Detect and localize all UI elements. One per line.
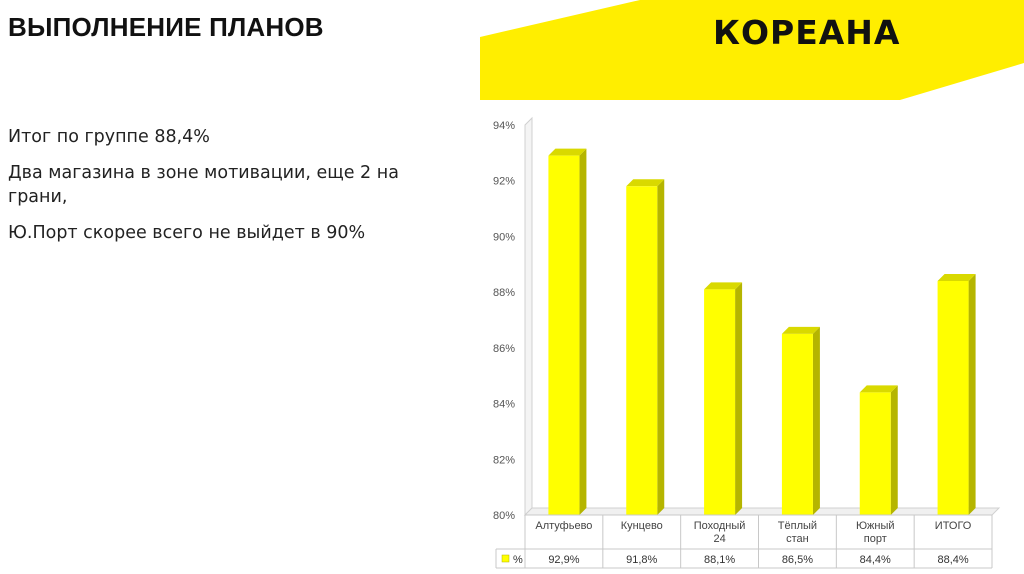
summary-line: Ю.Порт скорее всего не выйдет в 90% (8, 223, 366, 243)
header-banner (480, 0, 1024, 100)
category-label: ИТОГО (935, 520, 972, 532)
bar (626, 186, 658, 515)
data-label: 92,9% (548, 554, 579, 566)
bar (859, 392, 891, 515)
summary-text: Итог по группе 88,4% Два магазина в зоне… (8, 125, 448, 257)
y-tick-label: 86% (493, 343, 515, 355)
bar (704, 289, 736, 515)
bar-top (626, 179, 665, 187)
slide-title: ВЫПОЛНЕНИЕ ПЛАНОВ (8, 12, 324, 42)
legend-swatch (501, 554, 510, 563)
y-tick-label: 82% (493, 454, 515, 466)
bar-top (704, 282, 743, 290)
bar-top (937, 274, 976, 281)
bar-chart: 80% 82% 84% 86% 88% 90% 92% 94% Алтуфьево Кунцево… (493, 116, 1001, 569)
bar-side (735, 282, 743, 515)
category-label: порт (864, 533, 887, 545)
category-label: Походный (694, 520, 746, 532)
bar-side (579, 148, 587, 515)
chart-side-wall (524, 116, 533, 517)
category-label: Алтуфьево (535, 520, 592, 532)
brand-logo: КОРЕАНА (713, 13, 901, 52)
bar-top (548, 148, 587, 156)
data-label: 91,8% (626, 554, 657, 566)
category-label: 24 (713, 533, 725, 545)
bar-side (968, 274, 976, 515)
bar-top (859, 385, 898, 393)
y-tick-label: 80% (493, 510, 515, 522)
yellow-banner-shape (480, 0, 1024, 100)
y-tick-label: 88% (493, 287, 515, 299)
y-tick-label: 94% (493, 120, 515, 132)
data-label: 86,5% (782, 554, 813, 566)
bar-side (890, 385, 898, 515)
category-label: Кунцево (621, 520, 663, 532)
summary-line: Итог по группе 88,4% (8, 127, 210, 147)
summary-line: Два магазина в зоне мотивации, еще 2 на … (8, 163, 399, 207)
bar-side (657, 179, 665, 515)
chart-floor (523, 507, 1001, 516)
category-label: Тёплый (778, 520, 817, 532)
category-label: Южный (856, 520, 895, 532)
category-label: стан (786, 533, 809, 545)
data-label: 88,4% (937, 554, 968, 566)
y-tick-label: 84% (493, 399, 515, 411)
data-label: 84,4% (860, 554, 891, 566)
bar (781, 333, 813, 515)
data-label: 88,1% (704, 554, 735, 566)
bar (937, 281, 969, 515)
y-tick-label: 92% (493, 176, 515, 188)
y-tick-label: 90% (493, 231, 515, 243)
bar-side (812, 326, 820, 515)
bar-top (781, 326, 820, 334)
legend-label: % (513, 554, 523, 566)
bar (548, 155, 580, 515)
